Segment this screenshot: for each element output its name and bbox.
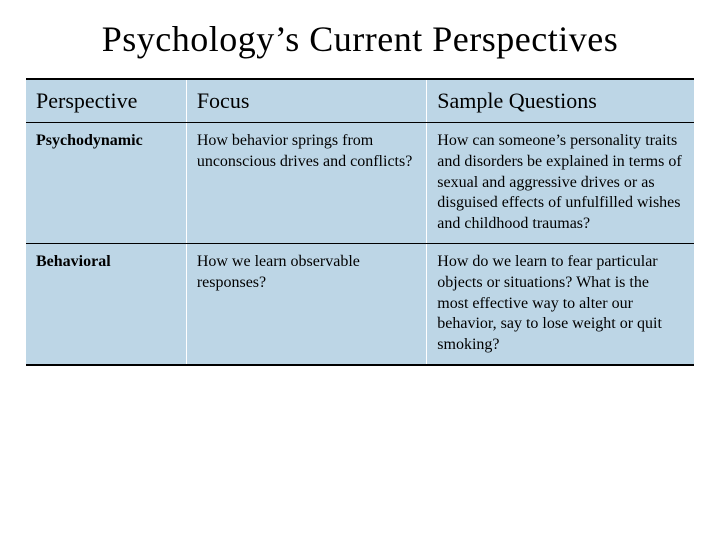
table-row: Behavioral How we learn observable respo… [26,243,694,364]
cell-perspective: Psychodynamic [26,123,186,244]
table-header-row: Perspective Focus Sample Questions [26,79,694,123]
cell-focus: How behavior springs from unconscious dr… [186,123,426,244]
col-header-sample: Sample Questions [427,79,694,123]
table-row: Psychodynamic How behavior springs from … [26,123,694,244]
slide-title: Psychology’s Current Perspectives [26,18,694,60]
perspectives-table: Perspective Focus Sample Questions Psych… [26,78,694,366]
cell-sample: How do we learn to fear particular objec… [427,243,694,364]
col-header-perspective: Perspective [26,79,186,123]
cell-focus: How we learn observable responses? [186,243,426,364]
cell-perspective: Behavioral [26,243,186,364]
cell-sample: How can someone’s personality traits and… [427,123,694,244]
col-header-focus: Focus [186,79,426,123]
